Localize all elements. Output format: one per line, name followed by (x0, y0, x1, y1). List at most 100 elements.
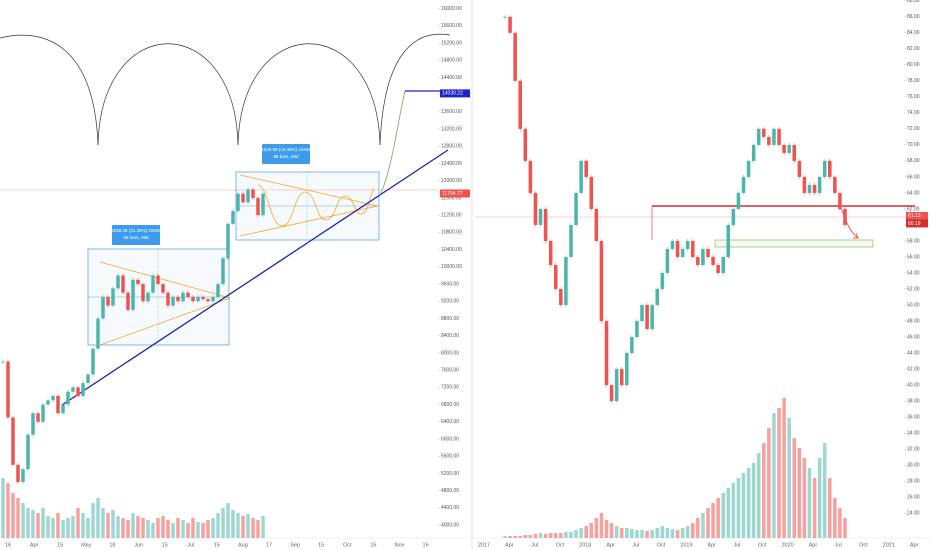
volume-bar (640, 530, 644, 538)
volume-bar (21, 503, 25, 538)
volume-bar (579, 528, 583, 538)
y-tick-label: 44.00 (907, 350, 920, 356)
candle (101, 296, 105, 319)
y-tick-label: 8400.00 (441, 333, 459, 339)
volume-bar (670, 529, 675, 538)
volume-bar (76, 508, 80, 538)
candle (36, 413, 40, 422)
volume-bar (146, 520, 150, 538)
volume-bar (564, 532, 568, 538)
y-tick-label: 34.00 (907, 430, 920, 436)
y-tick-label: 7600.00 (441, 367, 459, 373)
x-tick-label: 15 (318, 542, 324, 548)
candle (21, 469, 25, 483)
x-tick-label: Oct (343, 542, 352, 548)
x-tick-label: 16 (5, 542, 11, 548)
candle (543, 208, 548, 241)
x-tick-label: Apr (910, 542, 919, 548)
volume-bar (817, 458, 822, 538)
y-tick-label: 64.00 (907, 190, 920, 196)
y-tick-label: 76.00 (907, 94, 920, 100)
x-tick-label: Oct (556, 542, 565, 548)
y-tick-label: 36.00 (907, 414, 920, 420)
y-tick-label: 6800.00 (441, 402, 459, 408)
volume-bar (151, 523, 155, 538)
volume-bar (665, 528, 670, 538)
candle (553, 264, 558, 290)
volume-bar (528, 535, 533, 538)
candle (176, 296, 180, 302)
volume-bar (538, 533, 543, 538)
candle (660, 273, 665, 290)
volume-bar (807, 468, 812, 538)
candle (838, 192, 842, 209)
volume-bar (508, 536, 512, 538)
volume-bar (726, 488, 731, 538)
candle (670, 240, 675, 249)
x-tick-label: May (81, 542, 92, 548)
triangle (99, 261, 231, 346)
candle (609, 385, 614, 402)
volume-bar (16, 498, 20, 538)
candle (731, 208, 736, 225)
y-tick-label: 10400.00 (441, 247, 462, 253)
y-tick-label: 10800.00 (441, 230, 462, 236)
candle (503, 16, 507, 18)
y-tick-label: 5600.00 (441, 454, 459, 460)
candle (533, 192, 538, 225)
candle (746, 160, 751, 177)
candle (246, 189, 250, 203)
x-tick-label: Apr (707, 542, 716, 548)
y-tick-label: 38.00 (907, 398, 920, 404)
candle (614, 369, 619, 402)
y-tick-label: 14800.00 (441, 58, 462, 64)
y-tick-label: 72.00 (907, 126, 920, 132)
y-tick-label: 6400.00 (441, 419, 459, 425)
x-tick-label: Jul (531, 542, 538, 548)
price-label-bg (906, 219, 928, 228)
y-tick-label: 84.00 (907, 30, 920, 36)
annotation-text: 2038.39 (41.35%) 20809 (111, 228, 161, 233)
volume-bar (161, 516, 165, 538)
candle (156, 275, 160, 285)
volume-bar (196, 522, 200, 538)
volume-bar (594, 518, 599, 538)
candle (251, 189, 255, 198)
y-tick-label: 8000.00 (441, 350, 459, 356)
candle (625, 353, 629, 386)
candle (126, 292, 130, 310)
price-label: 11704.77 (442, 191, 463, 197)
candle (741, 176, 746, 193)
candle (584, 160, 588, 177)
candle (594, 208, 599, 241)
candle (206, 299, 210, 302)
volume-bar (131, 513, 135, 538)
price-label-bg (440, 89, 470, 98)
y-tick-label: 6000.00 (441, 436, 459, 442)
volume-bar (625, 528, 629, 538)
candle (802, 176, 807, 193)
y-tick-label: 62.00 (907, 206, 920, 212)
price-label: 14030.22 (442, 91, 463, 97)
candle (716, 264, 720, 274)
volume-bar (685, 526, 690, 538)
candle (812, 184, 817, 193)
volume-bar (675, 530, 680, 538)
y-tick-label: 12400.00 (441, 161, 462, 167)
annotation-bg (112, 225, 160, 245)
cycle-arc (97, 43, 239, 146)
y-tick-label: 50.00 (907, 302, 920, 308)
candle (231, 210, 235, 224)
price-label: 60.19 (908, 221, 921, 227)
volume-bar (772, 413, 776, 538)
candle (523, 128, 528, 161)
volume-bar (51, 518, 55, 538)
volume-bar (26, 508, 30, 538)
y-tick-label: 15200.00 (441, 40, 462, 46)
volume-bar (619, 528, 624, 538)
volume-bar (523, 535, 528, 538)
volume-bar (518, 536, 522, 538)
volume-bar (11, 493, 15, 538)
y-tick-label: 15600.00 (441, 23, 462, 29)
candle (569, 224, 573, 257)
